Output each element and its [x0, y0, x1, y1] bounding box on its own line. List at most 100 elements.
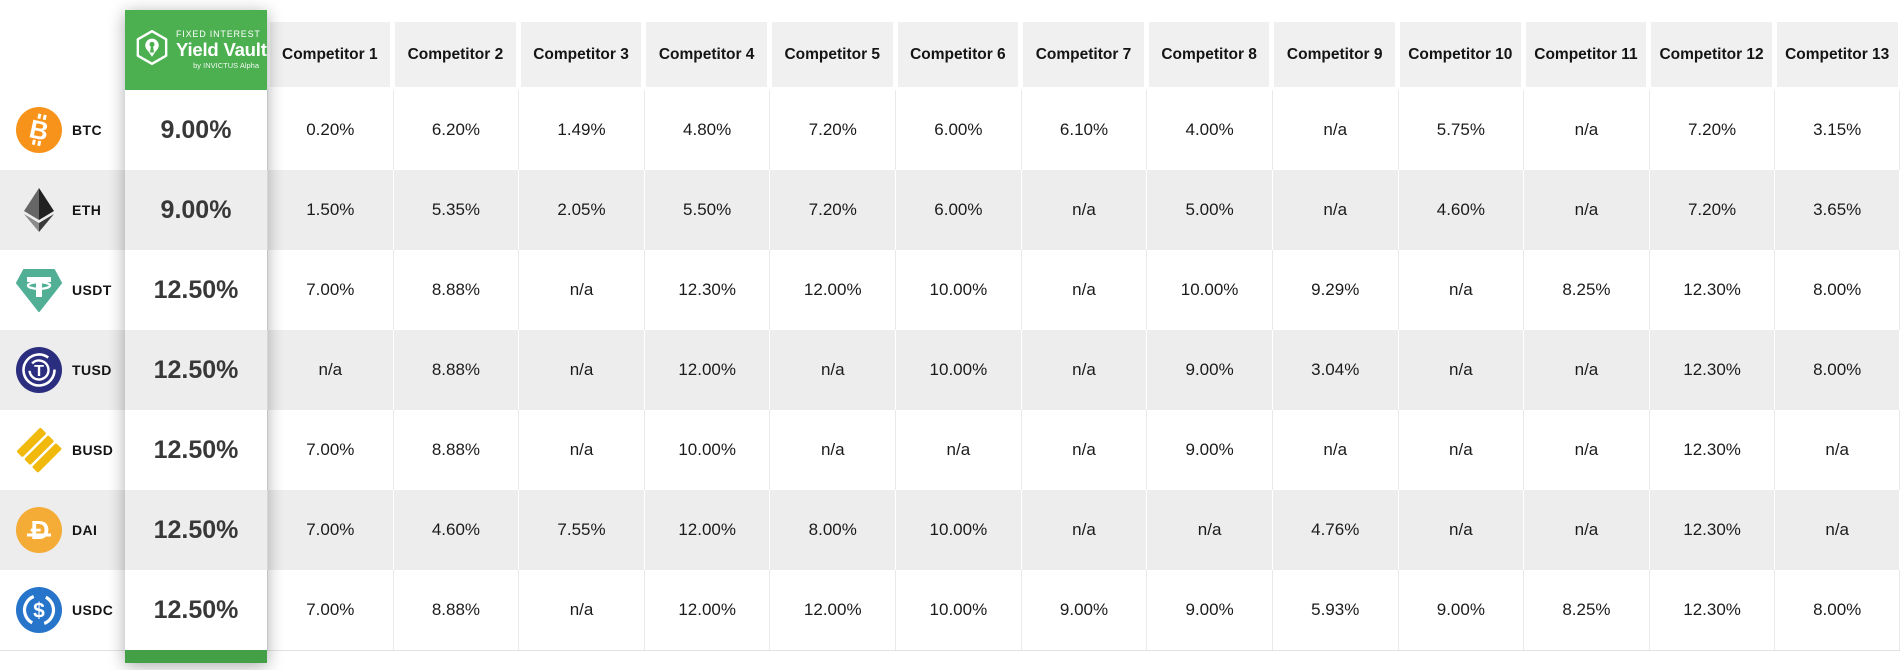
rate-cell: 12.00%	[769, 250, 895, 330]
svg-text:T: T	[34, 363, 44, 380]
competitor-header: Competitor 13	[1776, 22, 1898, 87]
svg-text:$: $	[33, 600, 45, 623]
eth-icon	[15, 186, 63, 234]
yield-vault-column: FIXED INTEREST Yield Vault by INVICTUS A…	[125, 10, 267, 663]
competitor-rate-cells: 7.00% 8.88% n/a 12.00% 12.00% 10.00% 9.00% 9.00…	[267, 570, 1900, 650]
vault-rate-usdc: 12.50%	[125, 570, 267, 650]
rate-cell: 7.20%	[1648, 170, 1775, 250]
rate-cell: n/a	[518, 330, 644, 410]
busd-icon	[15, 426, 63, 474]
asset-label: BTC	[72, 122, 102, 138]
rate-cell: n/a	[1774, 490, 1900, 570]
vault-name-label: Yield Vault	[176, 39, 267, 61]
rate-cell: n/a	[1271, 170, 1398, 250]
rate-cell: n/a	[1397, 330, 1524, 410]
rate-cell: 7.20%	[1648, 90, 1775, 170]
table-row-busd: BUSD 7.00% 8.88% n/a 10.00% n/a n/a n/a 9.00% n/…	[0, 410, 1900, 490]
table-row-eth: ETH 1.50% 5.35% 2.05% 5.50% 7.20% 6.00% n/a 5.0…	[0, 170, 1900, 250]
rate-cell: 9.00%	[1146, 330, 1272, 410]
rate-cell: n/a	[1397, 490, 1524, 570]
rate-cell: n/a	[518, 250, 644, 330]
rate-cell: 9.00%	[1020, 570, 1147, 650]
asset-label: BUSD	[72, 442, 114, 458]
header-corner-spacer	[0, 22, 125, 90]
rate-cell: n/a	[769, 410, 895, 490]
rate-cell: n/a	[769, 330, 895, 410]
rate-cell: 7.00%	[267, 410, 393, 490]
rate-cell: 1.49%	[518, 90, 644, 170]
rate-cell: n/a	[1020, 490, 1147, 570]
rate-cell: 10.00%	[895, 570, 1021, 650]
table-row-tusd: T TUSD n/a 8.88% n/a 12.00% n/a 10.00% n/a 9.00…	[0, 330, 1900, 410]
rate-cell: n/a	[1146, 490, 1272, 570]
rate-cell: n/a	[1523, 170, 1649, 250]
rate-cell: 10.00%	[895, 250, 1021, 330]
asset-usdt: USDT	[0, 250, 125, 330]
asset-eth: ETH	[0, 170, 125, 250]
competitor-rate-cells: 7.00% 8.88% n/a 12.30% 12.00% 10.00% n/a 10.00%…	[267, 250, 1900, 330]
competitor-rate-cells: 7.00% 4.60% 7.55% 12.00% 8.00% 10.00% n/a n/a 4.…	[267, 490, 1900, 570]
rate-cell: 5.75%	[1397, 90, 1524, 170]
rate-cell: 4.00%	[1146, 90, 1272, 170]
rate-cell: n/a	[267, 330, 393, 410]
competitor-header: Competitor 8	[1148, 22, 1270, 87]
rate-cell: 12.30%	[1648, 570, 1775, 650]
rate-cell: 4.60%	[392, 490, 519, 570]
rate-cell: 4.60%	[1397, 170, 1524, 250]
rate-cell: 10.00%	[1146, 250, 1272, 330]
competitor-header: Competitor 10	[1400, 22, 1521, 87]
table-row-dai: Ð DAI 7.00% 4.60% 7.55% 12.00% 8.00% 10.00% n/…	[0, 490, 1900, 570]
competitor-header: Competitor 6	[897, 22, 1019, 87]
rate-cell: n/a	[895, 410, 1021, 490]
vault-rate-busd: 12.50%	[125, 410, 267, 490]
vault-rate-tusd: 12.50%	[125, 330, 267, 410]
asset-label: DAI	[72, 522, 98, 538]
asset-label: USDC	[72, 602, 114, 618]
competitor-rate-cells: 7.00% 8.88% n/a 10.00% n/a n/a n/a 9.00% n/a n/a n…	[267, 410, 1900, 490]
rate-cell: 7.55%	[518, 490, 644, 570]
vault-kicker-label: FIXED INTEREST	[176, 28, 261, 39]
rate-cell: 5.35%	[392, 170, 519, 250]
rate-cell: n/a	[1271, 410, 1398, 490]
rate-cell: 9.00%	[1397, 570, 1524, 650]
rate-cell: 7.20%	[769, 90, 895, 170]
rate-cell: 6.10%	[1020, 90, 1147, 170]
rate-cell: n/a	[1397, 410, 1524, 490]
rate-cell: 8.25%	[1523, 570, 1649, 650]
asset-label: ETH	[72, 202, 102, 218]
rate-cell: n/a	[1523, 90, 1649, 170]
rate-cell: n/a	[1020, 410, 1147, 490]
competitor-header: Competitor 4	[646, 22, 767, 87]
rate-cell: 12.00%	[769, 570, 895, 650]
rate-cell: n/a	[1397, 250, 1524, 330]
yield-vault-logo-icon	[135, 29, 169, 71]
vault-footer-bar	[125, 650, 267, 663]
rate-cell: n/a	[518, 570, 644, 650]
header-row: Competitor 1 Competitor 2 Competitor 3 Comp…	[0, 0, 1900, 90]
rate-cell: n/a	[1020, 250, 1147, 330]
rate-cell: 8.25%	[1523, 250, 1649, 330]
rate-cell: 7.20%	[769, 170, 895, 250]
rate-cell: 8.00%	[769, 490, 895, 570]
rate-cell: 7.00%	[267, 250, 393, 330]
rate-cell: 3.04%	[1271, 330, 1398, 410]
asset-usdc: $ USDC	[0, 570, 125, 650]
usdt-icon	[15, 266, 63, 314]
table-body: B BTC 0.20% 6.20% 1.49% 4.80% 7.20% 6.00% 6.10…	[0, 90, 1900, 651]
rate-cell: 12.30%	[1648, 330, 1775, 410]
rate-cell: 12.00%	[643, 570, 770, 650]
rate-cell: 8.00%	[1774, 250, 1900, 330]
rate-cell: n/a	[1523, 410, 1649, 490]
rate-cell: 3.15%	[1774, 90, 1900, 170]
rate-cell: 9.00%	[1146, 410, 1272, 490]
competitor-rate-cells: 0.20% 6.20% 1.49% 4.80% 7.20% 6.00% 6.10% 4.00%…	[267, 90, 1900, 170]
vault-rate-btc: 9.00%	[125, 90, 267, 170]
rate-cell: 5.00%	[1146, 170, 1272, 250]
asset-dai: Ð DAI	[0, 490, 125, 570]
vault-rate-eth: 9.00%	[125, 170, 267, 250]
rate-cell: 4.76%	[1271, 490, 1398, 570]
rate-cell: 12.30%	[1648, 410, 1775, 490]
rate-cell: 12.00%	[643, 490, 770, 570]
rate-cell: 9.00%	[1146, 570, 1272, 650]
